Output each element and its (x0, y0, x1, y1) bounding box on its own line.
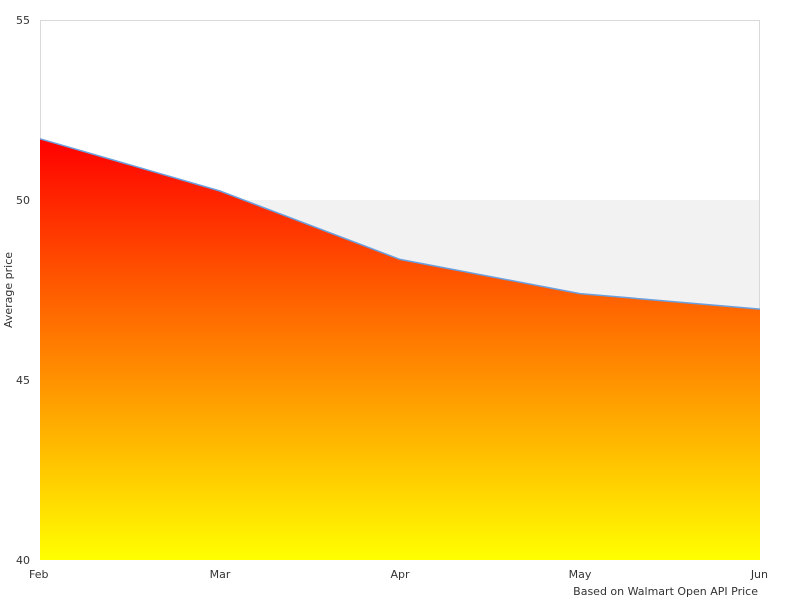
x-tick-label: Apr (390, 568, 410, 581)
y-tick-label: 45 (16, 374, 30, 387)
y-axis-title: Average price (2, 252, 15, 328)
y-tick-label: 50 (16, 194, 30, 207)
x-tick-label: Feb (29, 568, 48, 581)
source-note: Based on Walmart Open API Price (573, 585, 758, 598)
y-tick-label: 40 (16, 554, 30, 567)
series-layer (39, 138, 761, 561)
x-tick-label: Mar (210, 568, 231, 581)
series-area (40, 138, 760, 561)
x-tick-label: Jun (750, 568, 768, 581)
x-axis: Feb Mar Apr May Jun (29, 568, 768, 581)
y-axis: 40 45 50 55 (16, 14, 30, 567)
x-tick-label: May (569, 568, 592, 581)
y-tick-label: 55 (16, 14, 30, 27)
